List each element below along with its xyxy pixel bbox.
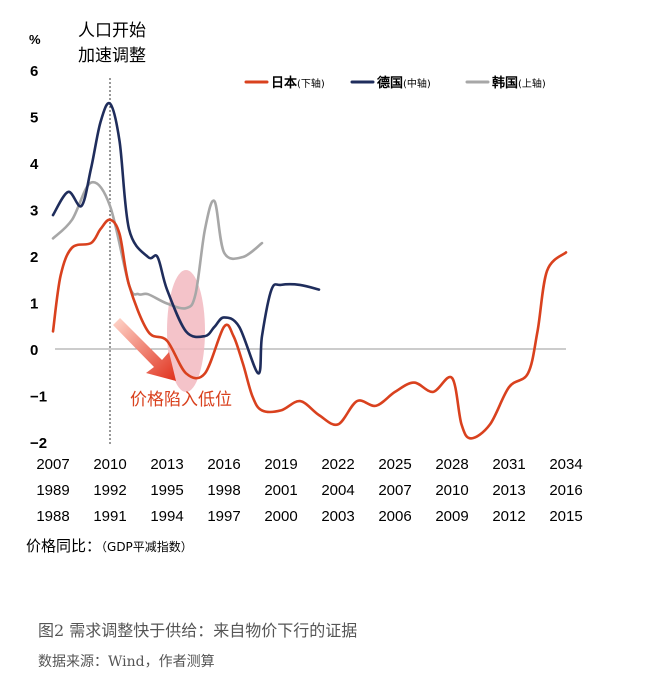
x-axis-label-main: 价格同比： (26, 537, 101, 555)
y-tick-label: 4 (30, 156, 39, 173)
x-tick-label: 2001 (264, 482, 297, 499)
legend-axis-note: (中轴) (403, 77, 431, 90)
x-tick-label: 2010 (435, 482, 468, 499)
y-tick-label: −1 (30, 389, 47, 406)
y-tick-label: 5 (30, 110, 38, 127)
x-tick-label: 2007 (378, 482, 411, 499)
x-tick-label: 2010 (93, 456, 126, 473)
y-tick-label: −2 (30, 435, 47, 452)
legend-entry: 德国(中轴) (377, 75, 431, 91)
series-line-korea (51, 180, 264, 310)
x-tick-label: 2019 (264, 456, 297, 473)
legend-axis-note: (上轴) (518, 77, 546, 90)
legend-entry: 韩国(上轴) (492, 75, 546, 91)
x-tick-labels: 2007 2010 2013 2016 2019 2022 2025 2028 2031 2034… (36, 456, 582, 525)
y-unit-label: % (29, 32, 41, 47)
x-tick-label: 1991 (93, 508, 126, 525)
y-tick-label: 2 (30, 249, 38, 266)
series-line-germany (51, 101, 321, 375)
series-lines (51, 101, 568, 440)
legend-entry: 日本(下轴) (271, 75, 325, 91)
vline-annotation-line2: 加速调整 (78, 46, 146, 66)
x-tick-label: 2013 (150, 456, 183, 473)
x-axis-label: 价格同比：（GDP平减指数） (26, 537, 193, 555)
x-tick-label: 2009 (435, 508, 468, 525)
data-source: 数据来源：Wind，作者测算 (38, 654, 215, 670)
y-tick-label: 1 (30, 296, 38, 313)
x-tick-label: 1994 (150, 508, 183, 525)
figure-caption: 图2 需求调整快于供给：来自物价下行的证据 (38, 621, 358, 640)
legend-name: 日本 (271, 75, 297, 91)
x-tick-label: 2016 (207, 456, 240, 473)
vline-annotation-line1: 人口开始 (78, 21, 146, 41)
x-tick-label: 2016 (549, 482, 582, 499)
legend-name: 韩国 (492, 75, 518, 91)
x-tick-label: 1992 (93, 482, 126, 499)
legend: 日本(下轴) 德国(中轴) 韩国(上轴) (244, 75, 546, 91)
legend-name: 德国 (377, 75, 403, 91)
x-tick-label: 2000 (264, 508, 297, 525)
x-tick-label: 2003 (321, 508, 354, 525)
x-tick-label: 2007 (36, 456, 69, 473)
legend-axis-note: (下轴) (297, 77, 325, 90)
y-tick-labels: 6 5 4 3 2 1 0 −1 −2 (30, 63, 47, 452)
x-tick-label: 2022 (321, 456, 354, 473)
series-line-japan (51, 218, 568, 440)
x-tick-label: 2025 (378, 456, 411, 473)
x-tick-label: 2012 (492, 508, 525, 525)
x-tick-label: 2015 (549, 508, 582, 525)
down-arrow-icon (113, 318, 176, 381)
y-tick-label: 3 (30, 203, 38, 220)
x-tick-label: 1997 (207, 508, 240, 525)
x-tick-label: 2006 (378, 508, 411, 525)
y-tick-label: 6 (30, 63, 38, 80)
x-tick-label: 2004 (321, 482, 354, 499)
x-tick-label: 1995 (150, 482, 183, 499)
x-tick-label: 2031 (492, 456, 525, 473)
x-tick-label: 2028 (435, 456, 468, 473)
x-tick-label: 1988 (36, 508, 69, 525)
low-price-annotation: 价格陷入低位 (130, 390, 232, 410)
y-tick-label: 0 (30, 342, 38, 359)
x-axis-label-note: （GDP平减指数） (101, 539, 193, 554)
x-tick-label: 2013 (492, 482, 525, 499)
x-tick-label: 2034 (549, 456, 582, 473)
x-tick-label: 1998 (207, 482, 240, 499)
x-tick-label: 1989 (36, 482, 69, 499)
